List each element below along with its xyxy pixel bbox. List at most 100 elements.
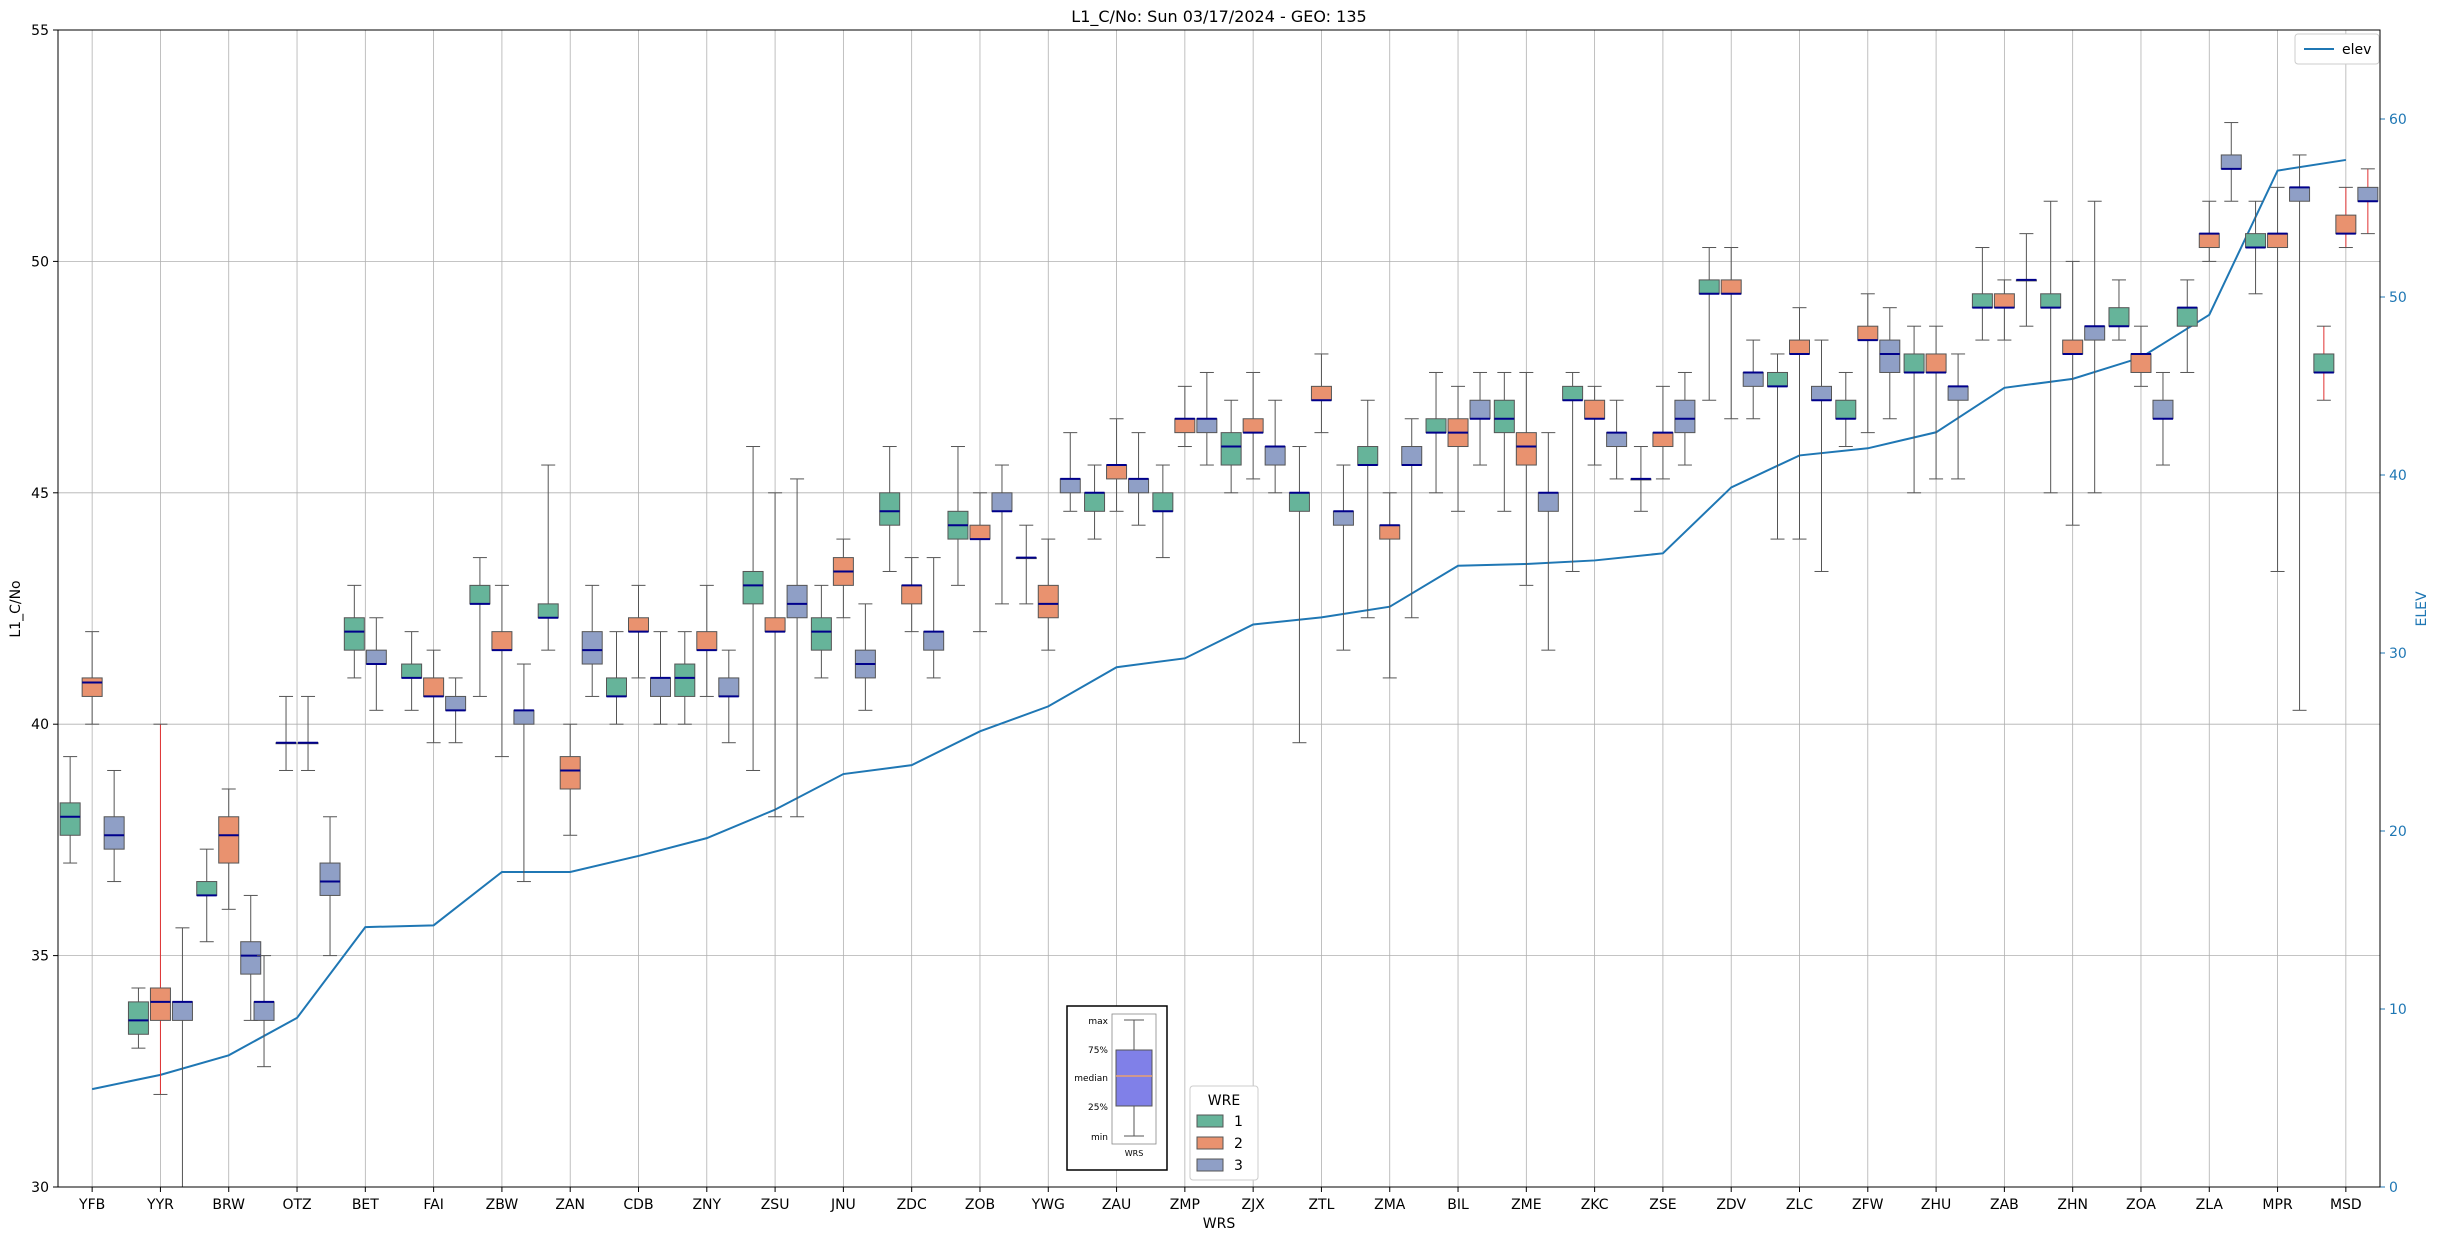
box-ZAB-1	[1971, 247, 1993, 341]
box-body	[1332, 510, 1354, 526]
box-ZSU-2	[764, 492, 786, 818]
box-BIL-2	[1447, 385, 1469, 512]
y2-tick-label: 0	[2389, 1180, 2398, 1196]
box-ZJX-2	[1242, 371, 1264, 480]
box-body	[1084, 492, 1106, 512]
box-ZMA-1	[1357, 399, 1379, 619]
box-body	[1993, 293, 2015, 309]
box-ZLC-2	[1789, 307, 1810, 540]
box-ZSU-1	[742, 446, 764, 771]
box-ZFW-1	[1835, 371, 1857, 448]
box-ZOB-2	[969, 492, 991, 633]
box-ZME-1	[1493, 371, 1515, 512]
x-tick-label: MSD	[2330, 1197, 2362, 1213]
y2-tick-label: 10	[2389, 1002, 2407, 1018]
box-body	[127, 1001, 149, 1035]
axes: 30 35 40 45 50 55 0 10 20 30 40 50 60 YFB YYR BRW OTZ BET…	[31, 23, 2407, 1213]
x-tick-label: ZNY	[692, 1197, 721, 1213]
box-MSD-2	[2335, 186, 2357, 249]
box-FAI-1	[401, 631, 423, 711]
y2-tick-label: 60	[2389, 112, 2407, 128]
box-ZJX-3	[1264, 399, 1286, 494]
box-body	[1515, 432, 1537, 466]
x-tick-label: FAI	[423, 1197, 443, 1213]
box-body	[240, 941, 262, 975]
y-tick-label: 55	[31, 23, 49, 39]
box-YWG-1	[1015, 524, 1037, 605]
box-ZSE-2	[1652, 385, 1674, 480]
box-ZMA-3	[1401, 418, 1423, 619]
box-ZAU-2	[1106, 418, 1128, 512]
box-ZOB-1	[947, 446, 969, 586]
box-ZMP-2	[1174, 385, 1196, 448]
legend-elev: elev	[2294, 33, 2380, 65]
x-tick-label: BET	[352, 1197, 379, 1213]
box-body	[786, 584, 808, 619]
x-tick-label: ZSE	[1649, 1197, 1676, 1213]
box-body	[365, 649, 387, 665]
y-tick-label: 40	[31, 717, 49, 733]
box-ZAN-3	[581, 584, 603, 697]
box-body	[2313, 353, 2335, 373]
box-body	[513, 709, 535, 725]
y-tick-label: 30	[31, 1180, 49, 1196]
x-tick-label: ZTL	[1308, 1197, 1334, 1213]
box-ZOA-1	[2108, 279, 2130, 341]
box-body	[1720, 279, 1742, 295]
box-ZDC-1	[879, 446, 901, 572]
box-body	[1652, 432, 1674, 448]
box-YWG-2	[1037, 538, 1059, 651]
y2-axis-label: ELEV	[2414, 591, 2430, 626]
y-axis-label: L1_C/No	[8, 580, 24, 637]
box-ZKC-3	[1606, 399, 1628, 480]
box-ZHN-3	[2084, 200, 2106, 494]
box-ZLA-2	[2198, 200, 2220, 262]
box-ZAN-2	[559, 723, 581, 836]
box-body	[2335, 214, 2357, 235]
box-body	[2267, 233, 2289, 249]
box-body	[1310, 385, 1332, 401]
x-tick-label: ZAB	[1990, 1197, 2019, 1213]
legend-wre-1: 1	[1234, 1114, 1243, 1130]
x-tick-label: ZOA	[2126, 1197, 2156, 1213]
box-body	[606, 677, 627, 697]
box-ZFW-3	[1879, 307, 1901, 420]
legend-wre-title: WRE	[1208, 1093, 1240, 1109]
box-body	[149, 987, 171, 1021]
legend-wre-2: 2	[1234, 1136, 1243, 1152]
box-body	[537, 603, 559, 619]
box-CDB-3	[650, 631, 671, 725]
box-body	[423, 677, 445, 697]
x-tick-label: ZAN	[555, 1197, 585, 1213]
box-MPR-2	[2267, 186, 2289, 572]
box-body	[81, 677, 103, 697]
box-CDB-1	[606, 631, 627, 725]
box-ZMP-1	[1152, 464, 1174, 559]
box-ZBW-3	[513, 663, 535, 883]
box-body	[696, 631, 718, 651]
y-tick-label: 50	[31, 254, 49, 270]
box-ZNY-1	[674, 631, 696, 725]
box-BIL-1	[1425, 371, 1447, 494]
box-ZAB-2	[1993, 279, 2015, 341]
box-ZKC-1	[1562, 371, 1584, 572]
box-BET-1	[343, 584, 365, 679]
box-body	[2357, 186, 2379, 202]
box-ZFW-2	[1857, 293, 1879, 434]
box-body	[1401, 446, 1423, 466]
box-body	[401, 663, 423, 679]
box-BRW-2	[218, 788, 240, 910]
box-body	[1037, 584, 1059, 619]
box-body	[319, 862, 341, 896]
box-body	[1925, 353, 1947, 373]
inset-label-max: max	[1088, 1017, 1108, 1027]
box-body	[1128, 478, 1150, 494]
box-body	[1537, 492, 1559, 512]
box-body	[1947, 385, 1969, 401]
x-tick-label: CDB	[623, 1197, 653, 1213]
box-body	[650, 677, 671, 697]
box-ZAU-1	[1084, 464, 1106, 540]
box-body	[2152, 399, 2174, 420]
box-body	[879, 492, 901, 526]
